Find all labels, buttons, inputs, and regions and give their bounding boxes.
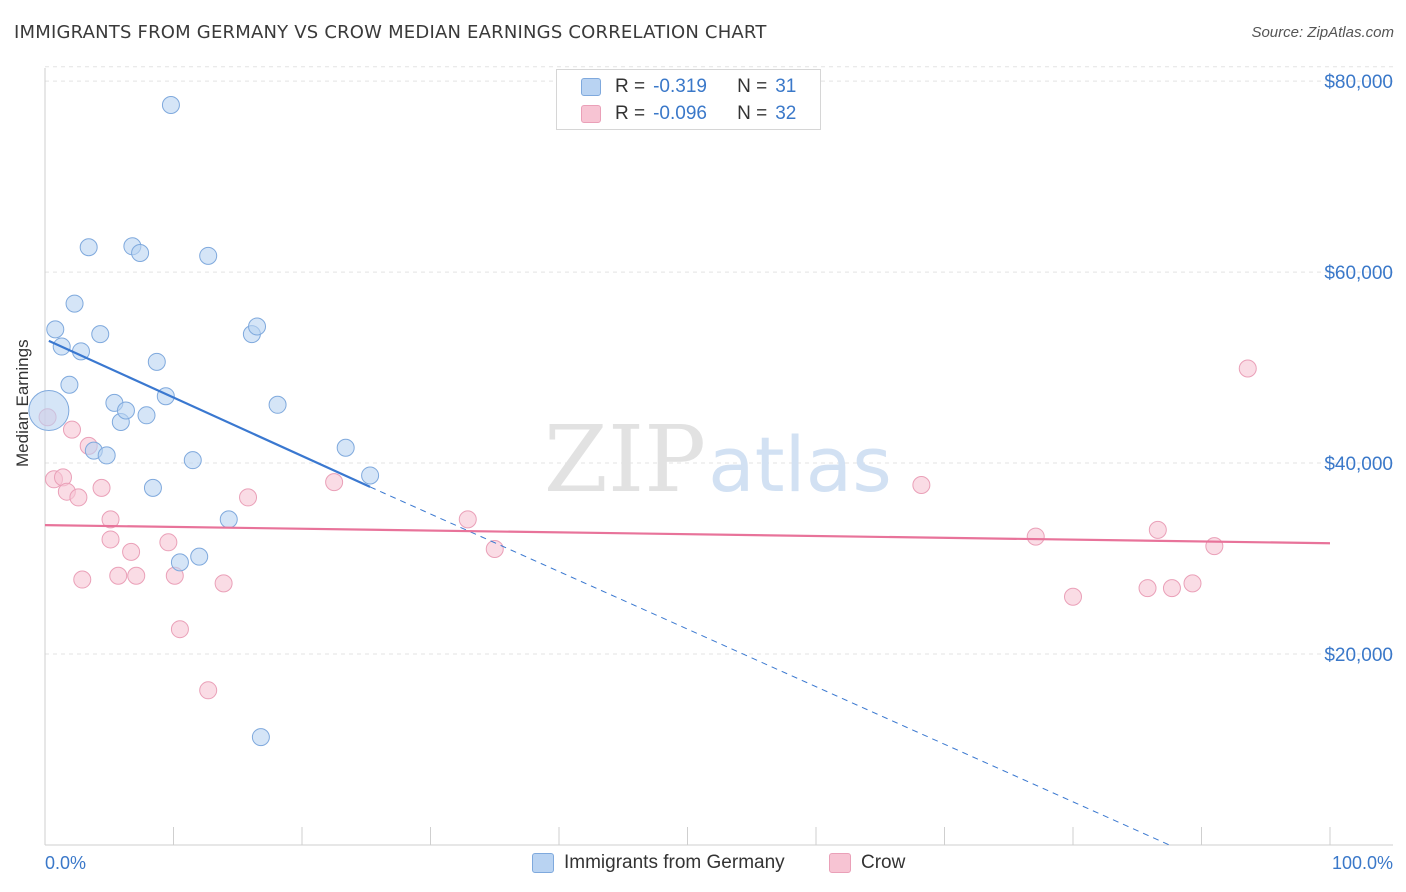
- crow-point: [122, 542, 141, 561]
- germany-point: [199, 246, 218, 265]
- crow-point: [214, 574, 233, 593]
- crow-point: [101, 510, 120, 529]
- germany-point: [147, 352, 166, 371]
- r-label: R =: [615, 76, 646, 97]
- source-note: Source: ZipAtlas.com: [1251, 24, 1394, 41]
- crow-point: [73, 570, 92, 589]
- gridlines: [45, 66, 1393, 655]
- y-tick-label: $40,000: [1324, 454, 1393, 475]
- germany-point: [183, 451, 202, 470]
- germany-point: [65, 294, 84, 313]
- series-legend: Immigrants from Germany Crow: [0, 852, 1406, 878]
- germany-swatch: [581, 78, 601, 96]
- crow-point: [127, 566, 146, 585]
- germany-point: [116, 401, 135, 420]
- germany-point: [79, 238, 98, 257]
- crow-point: [92, 478, 111, 497]
- germany-point: [143, 478, 162, 497]
- crow-point: [199, 681, 218, 700]
- watermark: ZIP atlas: [544, 406, 892, 513]
- germany-point: [251, 728, 270, 747]
- germany-point: [361, 466, 380, 485]
- germany-point: [131, 243, 150, 262]
- crow-point: [1183, 574, 1202, 593]
- r-value: -0.096: [653, 103, 707, 124]
- germany-swatch: [532, 853, 554, 873]
- watermark-atlas: atlas: [708, 420, 892, 509]
- n-value: 32: [775, 103, 797, 124]
- germany-point: [137, 406, 156, 425]
- stats-legend: R = -0.319 N = 31 R = -0.096 N = 32: [556, 69, 821, 130]
- crow-point: [69, 488, 88, 507]
- crow-point: [1026, 527, 1045, 546]
- germany-point: [91, 325, 110, 344]
- chart-title: IMMIGRANTS FROM GERMANY VS CROW MEDIAN E…: [14, 22, 767, 43]
- crow-point: [325, 473, 344, 492]
- y-tick-label: $60,000: [1324, 263, 1393, 284]
- crow-point: [1138, 579, 1157, 598]
- crow-trend-line: [44, 524, 1331, 545]
- crow-swatch: [581, 105, 601, 123]
- tick-labels: $20,000 $40,000 $60,000 $80,000 0.0% 100.0%: [45, 72, 1393, 873]
- n-label: N =: [737, 76, 768, 97]
- germany-point: [60, 375, 79, 394]
- crow-point: [170, 620, 189, 639]
- legend-label-germany: Immigrants from Germany: [564, 852, 785, 873]
- germany-point: [268, 395, 287, 414]
- crow-point: [1162, 579, 1181, 598]
- germany-point: [46, 320, 65, 339]
- x-tick-label: 100.0%: [1332, 853, 1393, 873]
- legend-row-germany: R = -0.319 N = 31: [581, 75, 796, 99]
- y-tick-label: $80,000: [1324, 72, 1393, 93]
- legend-row-crow: R = -0.096 N = 32: [581, 102, 796, 126]
- germany-point: [161, 95, 180, 114]
- crow-point: [101, 530, 120, 549]
- crow-point: [485, 539, 504, 558]
- n-value: 31: [775, 76, 797, 97]
- x-tick-label: 0.0%: [45, 853, 86, 873]
- germany-point: [97, 446, 116, 465]
- n-label: N =: [737, 103, 768, 124]
- watermark-zip: ZIP: [544, 406, 706, 513]
- germany-point: [336, 438, 355, 457]
- crow-point: [912, 476, 931, 495]
- germany-point: [248, 317, 267, 336]
- crow-point: [1148, 520, 1167, 539]
- crow-point: [458, 510, 477, 529]
- crow-point: [1064, 587, 1082, 606]
- crow-swatch: [829, 853, 851, 873]
- trend-lines: [44, 339, 1331, 846]
- legend-item-crow[interactable]: Crow: [829, 852, 905, 874]
- germany-trend-line: [48, 339, 371, 488]
- germany-trend-extension: [369, 486, 1170, 846]
- r-label: R =: [615, 103, 646, 124]
- y-tick-label: $20,000: [1324, 645, 1393, 666]
- crow-point: [1238, 359, 1257, 378]
- crow-point: [109, 566, 128, 585]
- r-value: -0.319: [653, 76, 707, 97]
- crow-point: [62, 420, 81, 439]
- germany-point: [28, 390, 70, 432]
- legend-label-crow: Crow: [861, 852, 906, 873]
- crow-point: [159, 533, 178, 552]
- germany-point: [170, 553, 189, 572]
- germany-point: [190, 547, 209, 566]
- legend-item-germany[interactable]: Immigrants from Germany: [532, 852, 785, 874]
- germany-point: [219, 510, 238, 529]
- crow-points: [38, 359, 1257, 700]
- crow-point: [1205, 537, 1224, 556]
- crow-point: [239, 488, 258, 507]
- germany-points: [28, 95, 380, 747]
